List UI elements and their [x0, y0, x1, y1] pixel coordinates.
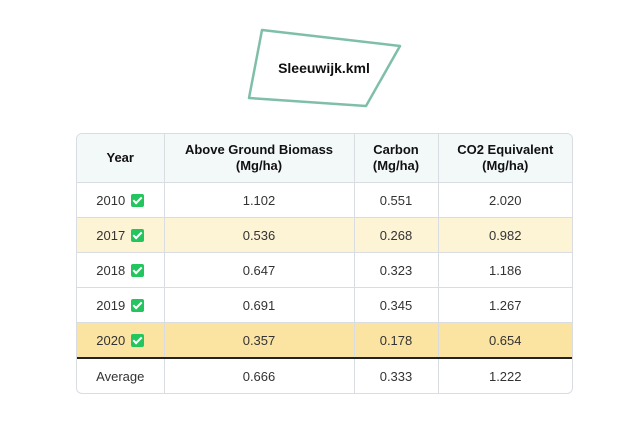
year-label: 2018	[96, 262, 126, 278]
carbon-value: 0.345	[354, 287, 439, 323]
header-agb: Above Ground Biomass (Mg/ha)	[164, 134, 355, 183]
checkbox-checked-icon[interactable]	[131, 228, 145, 242]
kml-file-shape[interactable]: Sleeuwijk.kml	[246, 28, 402, 108]
year-label: 2019	[96, 297, 126, 313]
biomass-table: Year Above Ground Biomass (Mg/ha) Carbon…	[76, 133, 573, 394]
carbon-value: 0.323	[354, 252, 439, 288]
carbon-value: 0.178	[354, 322, 439, 359]
average-label: Average	[77, 358, 165, 393]
average-carbon: 0.333	[354, 358, 439, 393]
file-name-label: Sleeuwijk.kml	[278, 60, 370, 76]
agb-value: 0.691	[164, 287, 355, 323]
table-row: 2010 1.102 0.551 2.020	[77, 182, 572, 218]
table-row: 2017 0.536 0.268 0.982	[77, 217, 572, 253]
table-row: 2020 0.357 0.178 0.654	[77, 322, 572, 359]
co2-value: 1.186	[438, 252, 572, 288]
checkbox-checked-icon[interactable]	[131, 298, 145, 312]
average-agb: 0.666	[164, 358, 355, 393]
header-co2: CO2 Equivalent (Mg/ha)	[438, 134, 572, 183]
table-row: 2019 0.691 0.345 1.267	[77, 287, 572, 323]
agb-value: 0.536	[164, 217, 355, 253]
table-header-row: Year Above Ground Biomass (Mg/ha) Carbon…	[77, 134, 572, 183]
agb-value: 1.102	[164, 182, 355, 218]
co2-value: 1.267	[438, 287, 572, 323]
agb-value: 0.357	[164, 322, 355, 359]
checkbox-checked-icon[interactable]	[131, 193, 145, 207]
average-row: Average 0.666 0.333 1.222	[77, 358, 572, 393]
co2-value: 0.654	[438, 322, 572, 359]
year-label: 2020	[96, 332, 126, 348]
agb-value: 0.647	[164, 252, 355, 288]
parcel-outline-icon	[247, 28, 402, 108]
carbon-value: 0.268	[354, 217, 439, 253]
year-label: 2010	[96, 192, 126, 208]
checkbox-checked-icon[interactable]	[131, 263, 145, 277]
header-carbon: Carbon (Mg/ha)	[354, 134, 439, 183]
co2-value: 2.020	[438, 182, 572, 218]
checkbox-checked-icon[interactable]	[131, 333, 145, 347]
header-year: Year	[77, 134, 165, 183]
carbon-value: 0.551	[354, 182, 439, 218]
co2-value: 0.982	[438, 217, 572, 253]
table-row: 2018 0.647 0.323 1.186	[77, 252, 572, 288]
average-co2: 1.222	[488, 368, 522, 384]
year-label: 2017	[96, 227, 126, 243]
